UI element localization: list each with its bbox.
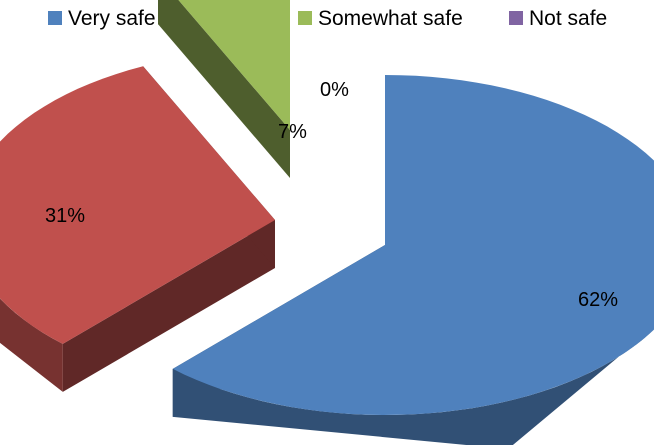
data-label-not-safe: 0% [320,79,349,101]
slice-top-somewhat-safe [178,0,290,130]
slice-side-somewhat-safe [158,0,290,178]
slice-wall-very-safe [172,327,654,445]
legend-label-not-safe: Not safe [529,7,607,30]
pie-slice-safe [0,66,275,392]
slice-top-safe [0,66,275,344]
pie-slice-somewhat-safe [158,0,290,178]
legend-swatch-somewhat-safe [298,11,312,25]
legend-swatch-not-safe [509,11,523,25]
data-labels: 62% 31% 7% 0% [45,79,618,311]
data-label-very-safe: 62% [578,289,618,311]
legend-label-very-safe: Very safe [68,7,156,30]
legend-label-somewhat-safe: Somewhat safe [318,7,463,30]
data-label-somewhat-safe: 7% [278,121,307,143]
slice-top-very-safe [172,75,654,415]
slice-side-safe [62,220,275,392]
legend-swatch-very-safe [48,11,62,25]
data-label-safe: 31% [45,205,85,227]
pie-slice-very-safe [172,75,654,445]
slice-wall-safe [0,298,63,392]
